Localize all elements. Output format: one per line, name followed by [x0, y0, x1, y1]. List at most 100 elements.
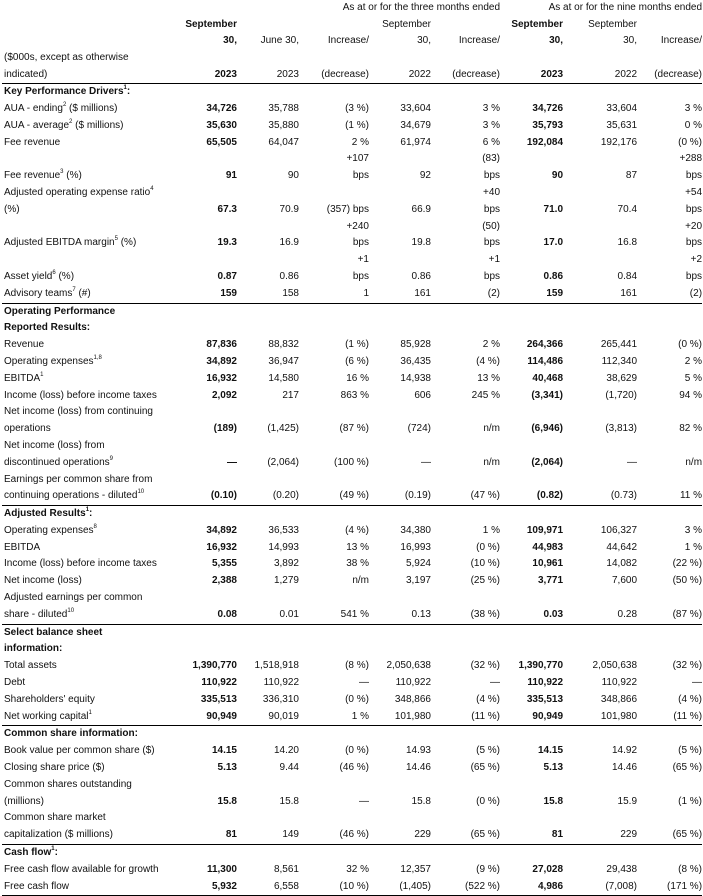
row-label: Shareholders' equity	[2, 692, 183, 709]
period-header-row: As at or for the three months ended As a…	[2, 0, 702, 17]
cell-q3-2022: (0.19)	[369, 471, 431, 507]
row-label-suffix: :	[54, 847, 58, 859]
footnote-ref: 1	[88, 709, 92, 716]
cell-yoy-change: (50) bps	[482, 220, 501, 249]
cell-q3-2022: 85,928	[400, 339, 431, 351]
row-label: Fee revenue3 (%)	[2, 151, 183, 185]
row-label: AUA - average2 ($ millions)	[2, 118, 183, 135]
cell-q3-2022: 348,866	[394, 693, 431, 705]
cell-qoq-change: (46 %)	[339, 762, 369, 774]
section-title: Select balance sheet information:	[2, 624, 702, 658]
row-label-text: Adjusted EBITDA margin	[4, 237, 115, 249]
cell-q3-2023: 110,922	[201, 677, 237, 689]
cell-q3-2023: 34,892	[206, 524, 237, 536]
cell-9m-change: (5 %)	[678, 745, 703, 757]
table-row: Net working capital1 90,949 90,019 1 % 101,9…	[2, 708, 703, 727]
cell-q2-2023: 14,993	[268, 541, 299, 553]
cell-qoq-change: (0 %)	[345, 745, 369, 757]
row-label: Net working capital1	[2, 708, 183, 727]
cell-9m-2022: 110,922	[601, 677, 638, 689]
footnote-ref: 1	[123, 85, 127, 92]
row-label: Adjusted operating expense ratio4 (%)	[2, 185, 183, 219]
cell-qoq-change: +240 bps	[346, 220, 369, 249]
cell-9m-2022: (7,008)	[563, 878, 638, 896]
cell-q3-2023: 0.08	[183, 590, 237, 625]
cell-9m-change: 82 %	[679, 423, 703, 435]
cell-yoy-change: (522 %)	[431, 878, 501, 896]
row-label: Closing share price ($)	[2, 760, 183, 777]
row-label-text: Adjusted Results	[4, 508, 86, 520]
section-title: Cash flow1:	[2, 845, 702, 862]
footnote-ref: 3	[60, 169, 64, 176]
col-header-yoy-change: Increase/ (decrease)	[431, 16, 501, 85]
row-label-text: EBITDA	[4, 372, 41, 384]
cell-9m-2022: 35,631	[606, 119, 638, 131]
row-label-suffix: (#)	[75, 287, 91, 299]
row-label: Fee revenue	[2, 135, 183, 152]
table-row: Free cash flow available for growth 11,30…	[2, 862, 702, 879]
section-header-row: Cash flow1:	[2, 845, 702, 862]
cell-9m-2023: 114,486	[527, 355, 564, 367]
table-row: Earnings per common share from continuin…	[2, 471, 703, 507]
cell-q3-2022: 92	[419, 170, 431, 182]
cell-9m-2022: (3,813)	[605, 423, 638, 435]
cell-9m-2022: 112,340	[601, 355, 638, 367]
cell-qoq-change: (49 %)	[299, 471, 369, 507]
cell-q3-2022: 2,050,638	[386, 660, 432, 672]
cell-qoq-change: (46 %)	[299, 810, 369, 846]
cell-9m-2023: 35,793	[532, 119, 564, 131]
cell-9m-2022: 2,050,638	[592, 660, 638, 672]
cell-yoy-change: (65 %)	[431, 810, 501, 846]
cell-9m-2023: 264,366	[526, 339, 564, 351]
cell-q3-2023: 65,505	[206, 136, 237, 148]
cell-q3-2023: 5.13	[217, 762, 237, 774]
cell-qoq-change: (357) bps	[326, 203, 369, 215]
cell-9m-change: 3 %	[684, 102, 703, 114]
row-label: Free cash flow	[2, 878, 183, 896]
cell-q3-2023: 1,390,770	[192, 660, 238, 672]
cell-9m-change: (11 %)	[637, 708, 703, 727]
cell-yoy-change: 13 %	[477, 372, 501, 384]
row-label: Advisory teams7 (#)	[2, 285, 183, 304]
col-header-q3-2022: September 30, 2022	[369, 16, 431, 85]
cell-q3-2023: 87,836	[206, 339, 237, 351]
cell-q3-2023: (0.10)	[183, 471, 237, 507]
cell-q2-2023: 0.01	[237, 590, 299, 625]
cell-q2-2023: (1,425)	[267, 423, 299, 435]
cell-q3-2023: 16,932	[206, 372, 237, 384]
table-row: Shareholders' equity 335,513 336,310 (0 %) 3…	[2, 692, 702, 709]
row-label-text: Common shares outstanding (millions)	[4, 778, 132, 807]
cell-9m-2023: 44,983	[532, 541, 564, 553]
row-label-text: Income (loss) before income taxes	[4, 558, 157, 570]
cell-qoq-change: (100 %)	[333, 456, 369, 468]
footnote-ref: 4	[150, 185, 154, 192]
row-label-text: Fee revenue	[4, 136, 61, 148]
row-label-text: EBITDA	[4, 541, 41, 553]
cell-yoy-change: (2)	[431, 285, 501, 304]
row-label: Net income (loss) from discontinued oper…	[2, 438, 183, 472]
table-row: AUA - average2 ($ millions) 35,630 35,880 (…	[2, 118, 702, 135]
cell-9m-2023: 90	[551, 170, 564, 182]
units-note: ($000s, except as otherwise indicated)	[2, 16, 183, 85]
cell-9m-2022: (0.73)	[563, 471, 638, 507]
cell-9m-change: (8 %)	[678, 863, 703, 875]
table-row: Net income (loss) 2,388 1,279 n/m 3,197 (25 %…	[2, 573, 702, 590]
cell-yoy-change: (11 %)	[431, 708, 501, 727]
cell-9m-2022: 15.9	[617, 795, 638, 807]
cell-q2-2023: 90	[287, 170, 299, 182]
row-label-text: Adjusted operating expense ratio	[4, 186, 151, 198]
cell-9m-2023: 110,922	[527, 677, 564, 689]
cell-9m-2023: (6,946)	[531, 423, 564, 435]
cell-qoq-change: +107 bps	[346, 153, 369, 182]
cell-9m-2023: (3,341)	[531, 389, 564, 401]
section-header-row: Common share information:	[2, 726, 702, 743]
cell-9m-change: (1 %)	[678, 795, 703, 807]
cell-9m-2022: 348,866	[600, 693, 638, 705]
cell-yoy-change: +1 bps	[483, 254, 501, 282]
cell-q3-2022: 110,922	[395, 677, 431, 689]
row-label-text: Debt	[4, 677, 26, 689]
cell-9m-2022: 265,441	[600, 339, 638, 351]
cell-q2-2023: 35,880	[268, 119, 299, 131]
cell-q3-2022: 5,924	[405, 558, 431, 570]
